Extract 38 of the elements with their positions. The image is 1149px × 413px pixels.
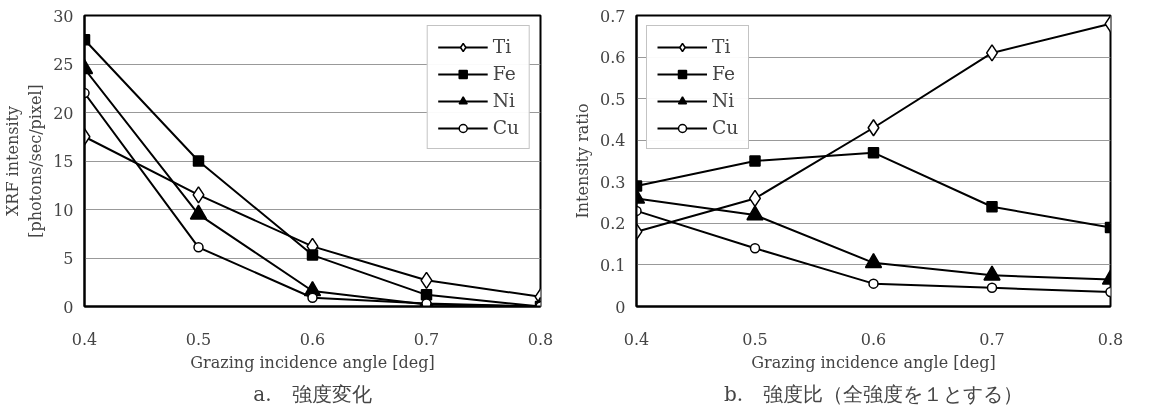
- y-tick-label: 0.7: [600, 6, 626, 26]
- y-axis-title: Intensity ratio: [573, 103, 593, 219]
- x-tick-label: 0.6: [299, 329, 326, 349]
- y-tick-label: 0.3: [600, 172, 626, 192]
- y-tick-label: 0: [615, 297, 626, 317]
- y-tick-label: 30: [53, 6, 74, 26]
- x-tick-label: 0.6: [860, 329, 887, 349]
- x-tick-label: 0.5: [185, 329, 212, 349]
- y-tick-label: 0.5: [600, 89, 626, 109]
- x-tick-label: 0.7: [979, 329, 1005, 349]
- y-tick-label: 0.2: [600, 214, 626, 234]
- y-tick-label: 0.1: [600, 255, 626, 275]
- x-tick-label: 0.4: [623, 329, 650, 349]
- y-tick-label: 20: [53, 103, 74, 123]
- y-tick-label: 0: [63, 297, 74, 317]
- legend-label: Ti: [492, 36, 513, 57]
- x-axis-title: Grazing incidence angle [deg]: [751, 352, 996, 372]
- legend-label: Fe: [492, 63, 516, 84]
- legend-label: Ni: [492, 90, 515, 111]
- y-tick-label: 10: [53, 200, 74, 220]
- x-tick-label: 0.8: [527, 329, 554, 349]
- x-axis-title: Grazing incidence angle [deg]: [190, 352, 435, 372]
- y-tick-label: 0.6: [600, 48, 626, 68]
- x-tick-label: 0.5: [742, 329, 768, 349]
- text: a. 強度変化: [253, 381, 372, 406]
- legend-label: Fe: [712, 63, 735, 84]
- legend-label: Ni: [712, 90, 735, 111]
- x-tick-label: 0.8: [1097, 329, 1124, 349]
- y-axis-title: XRF intensity [photons/sec/pixel]: [3, 84, 46, 238]
- y-tick-label: 0.4: [600, 131, 626, 151]
- text: b. 強度比（全強度を１とする）: [723, 381, 1024, 406]
- legend-label: Cu: [712, 117, 739, 138]
- legend-label: Cu: [492, 117, 519, 138]
- y-tick-label: 15: [53, 152, 74, 171]
- y-tick-label: 25: [53, 55, 74, 74]
- legend-label: Ti: [712, 36, 732, 57]
- y-tick-label: 5: [63, 249, 74, 268]
- x-tick-label: 0.7: [413, 329, 440, 349]
